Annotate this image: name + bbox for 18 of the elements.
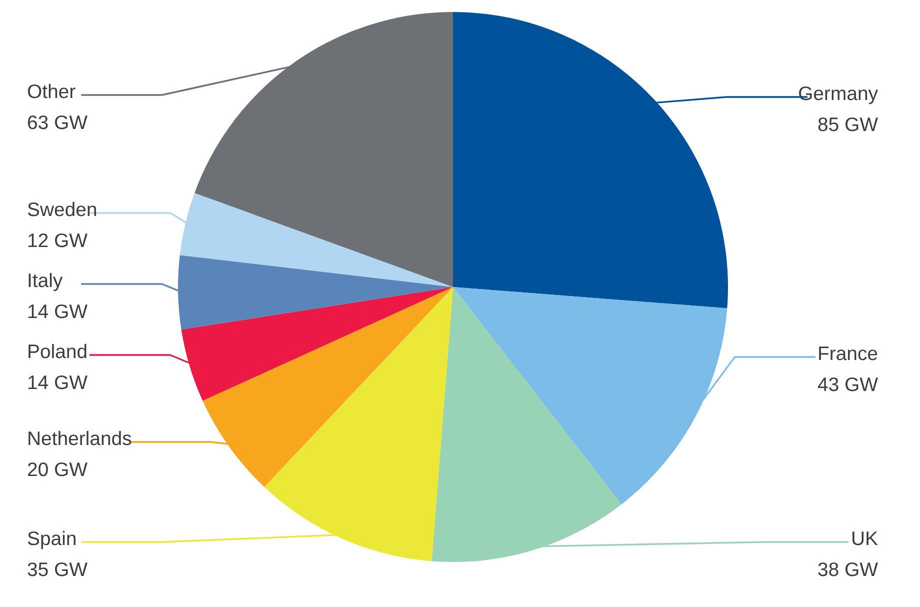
data-label: 12 GW bbox=[28, 233, 88, 248]
data-label: 20 GW bbox=[28, 462, 88, 476]
data-label: 63 GW bbox=[28, 115, 88, 130]
slice-label: Germany bbox=[799, 86, 878, 104]
slice-label: Poland bbox=[28, 344, 86, 358]
data-label: 14 GW bbox=[28, 375, 88, 390]
slice-label: Sweden bbox=[28, 202, 96, 216]
data-label: 85 GW bbox=[818, 117, 878, 132]
data-label: 38 GW bbox=[818, 562, 878, 576]
data-label: 14 GW bbox=[28, 304, 88, 318]
slice-label: Netherlands bbox=[28, 430, 132, 446]
slice-label: France bbox=[819, 346, 878, 360]
slice-label: Italy bbox=[28, 272, 63, 292]
data-label: 43 GW bbox=[818, 377, 878, 392]
slice-label: Spain bbox=[28, 530, 76, 550]
data-label: 35 GW bbox=[28, 562, 88, 576]
slice-label: Other bbox=[28, 84, 76, 98]
slice-label: UK bbox=[852, 532, 878, 546]
